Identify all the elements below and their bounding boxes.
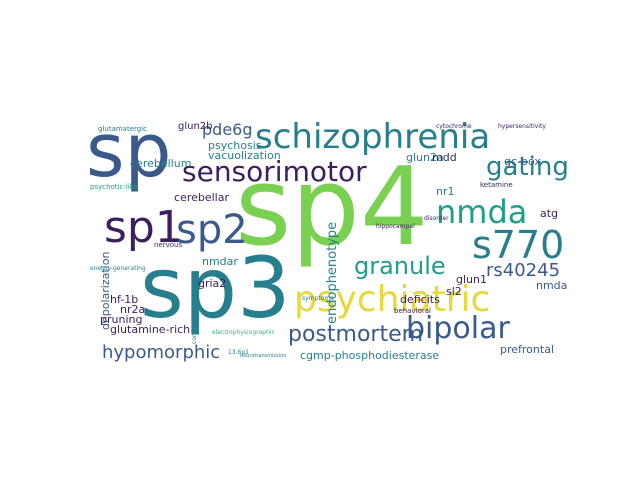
word-energy-generating: energy-generating <box>90 265 146 272</box>
word-glun2a: glun2a <box>406 151 444 164</box>
word-mdd: mdd <box>432 151 457 164</box>
word-pruning: pruning <box>100 313 143 326</box>
word-granule: granule <box>354 252 446 280</box>
word-hypomorphic: hypomorphic <box>102 342 221 362</box>
word-rs40245: rs40245 <box>486 260 561 281</box>
word-sp: sp <box>86 118 172 194</box>
word-gating: gating <box>486 152 568 182</box>
word-sl2: sl2 <box>446 285 462 298</box>
word-cerebellar: cerebellar <box>174 191 229 204</box>
word-disorder: disorder <box>424 215 449 222</box>
word-sp2: sp2 <box>176 207 248 253</box>
word-sensorimotor: sensorimotor <box>182 155 367 188</box>
word-electrophysiographic: electrophysiographic <box>212 329 275 336</box>
word-glun2b: glun2b <box>178 121 213 132</box>
word-cytochrome: cytochrome <box>436 123 472 130</box>
word-nmda: nmda <box>436 193 528 231</box>
word-13-6p1: 13.6p1 <box>228 349 249 356</box>
word-bipolar: bipolar <box>406 311 510 346</box>
word-glun1: glun1 <box>456 273 487 286</box>
word-atg: atg <box>540 207 559 220</box>
word-nr2a: nr2a <box>120 303 146 316</box>
word-ketamine: ketamine <box>480 181 513 189</box>
word-sp1: sp1 <box>104 202 183 253</box>
word-glutamatergic: glutamatergic <box>98 125 148 133</box>
word-sp4: sp4 <box>235 145 429 270</box>
word-psychiatric: psychiatric <box>294 279 491 320</box>
word-hypersensitivity: hypersensitivity <box>498 123 546 130</box>
word-neurotransmission: neurotransmission <box>240 353 287 359</box>
word-cgmp-phosphodiesterase: cgmp-phosphodiesterase <box>300 349 440 362</box>
word-endophenotype: endophenotype <box>325 221 340 324</box>
word-cloud: sp4 sp3 sp sp1 sp2 schizophrenia sensori… <box>80 118 568 362</box>
word-postmortem: postmortem <box>288 322 424 347</box>
word-gc-box: gc-box <box>504 155 541 168</box>
word-glutamine-rich: glutamine-rich <box>110 323 191 336</box>
word-nr1: nr1 <box>436 185 455 198</box>
word-nmdar: nmdar <box>202 255 238 268</box>
word-schizophrenia: schizophrenia <box>255 118 491 157</box>
word-psychotic-like: psychotic-like <box>90 183 138 191</box>
word-conduction: conduction <box>191 310 198 344</box>
word-nmdar1: nmdar1 <box>536 279 568 292</box>
word-cerebellum: cerebellum <box>130 157 192 170</box>
word-prefrontal: prefrontal <box>500 343 554 356</box>
word-hf-1b: hf-1b <box>110 293 139 306</box>
word-s770: s770 <box>472 223 565 267</box>
word-deficits: deficits <box>400 293 440 306</box>
word-sp3: sp3 <box>140 239 291 337</box>
word-psychosis: psychosis <box>208 139 262 152</box>
word-hippocampal: hippocampal <box>376 223 415 230</box>
word-vacuolization: vacuolization <box>208 149 281 162</box>
word-gria2: gria2 <box>198 277 227 290</box>
word-nervous: nervous <box>154 241 183 249</box>
word-symptoms: symptoms <box>302 295 334 302</box>
word-pde6g: pde6g <box>202 120 253 139</box>
word-behavioral: behavioral <box>394 307 431 315</box>
